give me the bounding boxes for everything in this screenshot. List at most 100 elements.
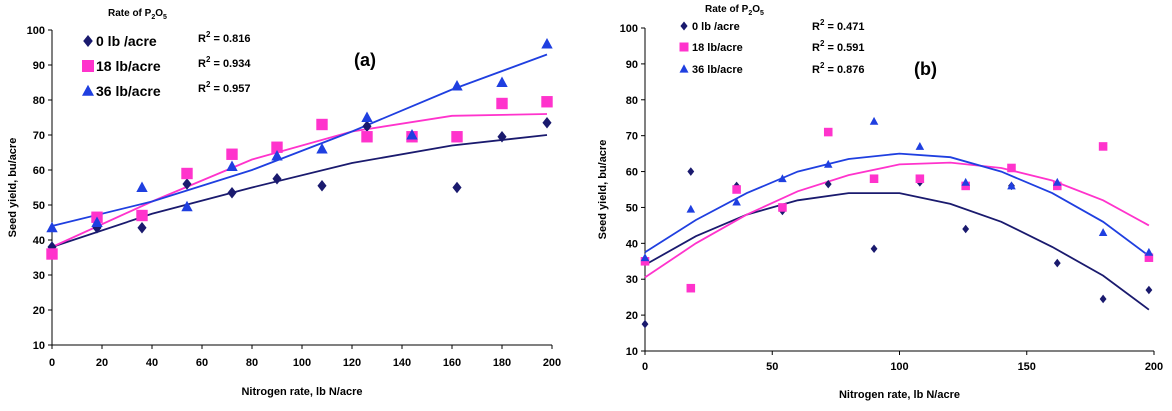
y-tick-label: 90 <box>626 59 638 71</box>
data-point-series-2 <box>226 160 238 172</box>
data-point-series-0 <box>497 131 507 143</box>
data-point-series-2 <box>406 129 418 140</box>
legend-marker-series-0 <box>680 21 688 31</box>
legend-entry-series-0: 0 lb /acre <box>96 33 157 49</box>
x-tick-label: 180 <box>493 357 511 369</box>
data-point-series-2 <box>915 141 925 150</box>
data-point-series-1 <box>961 181 970 191</box>
fit-line-series-2 <box>51 53 548 227</box>
panel-label: (a) <box>354 50 376 70</box>
r-squared-label-series-1: R2 = 0.934 <box>198 55 251 70</box>
data-point-series-2 <box>541 38 553 49</box>
data-point-series-0 <box>687 167 695 176</box>
data-point-series-0 <box>92 222 102 234</box>
data-point-series-0 <box>137 222 147 234</box>
x-tick-label: 140 <box>393 357 411 369</box>
fit-line-series-0 <box>644 192 1150 311</box>
fit-line-series-1 <box>51 113 548 248</box>
data-point-series-2 <box>91 216 103 228</box>
legend-entry-series-1: 18 lb/acre <box>96 58 161 74</box>
data-point-series-1 <box>541 96 553 108</box>
data-point-series-2 <box>181 200 193 212</box>
legend-entry-series-1: 18 lb/acre <box>692 42 743 54</box>
data-point-series-1 <box>1053 181 1062 191</box>
x-tick-label: 150 <box>1018 361 1036 373</box>
r-squared-label-series-0: R2 = 0.471 <box>812 18 864 33</box>
legend-marker-series-1 <box>679 42 689 52</box>
y-tick-label: 10 <box>626 346 638 358</box>
r-squared-label-series-1: R2 = 0.591 <box>812 39 864 54</box>
data-point-series-2 <box>732 197 741 206</box>
x-tick-label: 120 <box>343 357 361 369</box>
data-point-series-1 <box>686 283 696 293</box>
data-point-series-1 <box>823 127 833 137</box>
chart-panel-a: 10 20 30 40 50 60 70 80 90 100 0 20 40 60 80 100 120 140 1… <box>7 8 561 398</box>
y-tick-label: 70 <box>626 131 638 143</box>
legend-marker-series-2 <box>82 84 94 96</box>
data-point-series-1 <box>136 209 148 222</box>
data-point-series-1 <box>271 141 283 153</box>
y-tick-label: 80 <box>33 95 45 107</box>
data-point-series-1 <box>869 174 879 184</box>
data-point-series-0 <box>452 181 462 194</box>
data-point-series-1 <box>451 131 463 143</box>
x-tick-label: 80 <box>246 357 258 369</box>
data-point-series-2 <box>1053 177 1062 186</box>
y-tick-label: 10 <box>33 340 45 352</box>
x-tick-label: 100 <box>293 357 311 369</box>
data-point-series-2 <box>869 116 879 125</box>
legend-title-a: Rate of P2O5 <box>108 8 167 21</box>
x-tick-label: 60 <box>196 357 208 369</box>
data-point-series-2 <box>686 204 696 213</box>
data-point-series-2 <box>271 150 283 161</box>
data-point-series-1 <box>1098 142 1108 151</box>
data-point-series-2 <box>1007 181 1016 190</box>
chart-panel-b: 10 20 30 40 50 60 70 80 90 100 0 50 100 150 200 Nitroge… <box>597 4 1163 401</box>
x-axis-label: Nitrogen rate, lb N/acre <box>241 386 362 398</box>
data-point-series-1 <box>316 118 328 131</box>
fit-line-series-1 <box>644 161 1150 279</box>
data-point-series-0 <box>227 187 237 199</box>
data-point-series-2 <box>823 159 833 168</box>
y-tick-label: 90 <box>33 60 45 72</box>
data-point-series-0 <box>962 224 970 234</box>
data-point-series-2 <box>496 76 508 88</box>
r-squared-label-series-0: R2 = 0.816 <box>198 30 250 45</box>
y-tick-label: 20 <box>33 305 45 317</box>
data-point-series-0 <box>870 244 878 253</box>
data-point-series-2 <box>316 143 328 154</box>
data-point-series-0 <box>272 173 282 185</box>
legend-entry-series-0: 0 lb /acre <box>692 21 740 33</box>
data-point-series-0 <box>362 120 372 132</box>
r-squared-label-series-2: R2 = 0.957 <box>198 80 250 95</box>
x-tick-label: 0 <box>642 361 648 373</box>
y-tick-label: 60 <box>626 167 638 179</box>
legend-marker-series-1 <box>82 60 94 72</box>
data-point-series-1 <box>46 248 58 260</box>
x-axis-label: Nitrogen rate, lb N/acre <box>839 389 960 401</box>
data-point-series-0 <box>824 179 832 189</box>
x-tick-label: 100 <box>890 361 908 373</box>
data-point-series-2 <box>961 177 970 186</box>
x-tick-label: 200 <box>543 357 561 369</box>
data-point-series-2 <box>640 253 650 262</box>
fit-line-series-0 <box>51 134 548 248</box>
data-point-series-1 <box>1144 253 1154 262</box>
y-tick-label: 20 <box>626 310 638 322</box>
y-tick-label: 40 <box>626 238 638 250</box>
legend-marker-series-0 <box>83 35 93 47</box>
legend-marker-series-2 <box>679 64 689 73</box>
y-axis-label: Seed yield, bu/acre <box>7 138 19 238</box>
panel-label: (b) <box>914 59 937 79</box>
y-tick-label: 40 <box>33 235 45 247</box>
data-point-series-2 <box>1144 247 1154 256</box>
x-tick-label: 50 <box>766 361 778 373</box>
data-point-series-2 <box>136 181 148 193</box>
y-tick-label: 50 <box>33 200 45 212</box>
y-tick-label: 50 <box>626 202 638 214</box>
y-tick-label: 60 <box>33 165 45 177</box>
y-tick-label: 70 <box>33 130 45 142</box>
data-point-series-1 <box>226 148 238 160</box>
data-point-series-1 <box>915 174 925 184</box>
